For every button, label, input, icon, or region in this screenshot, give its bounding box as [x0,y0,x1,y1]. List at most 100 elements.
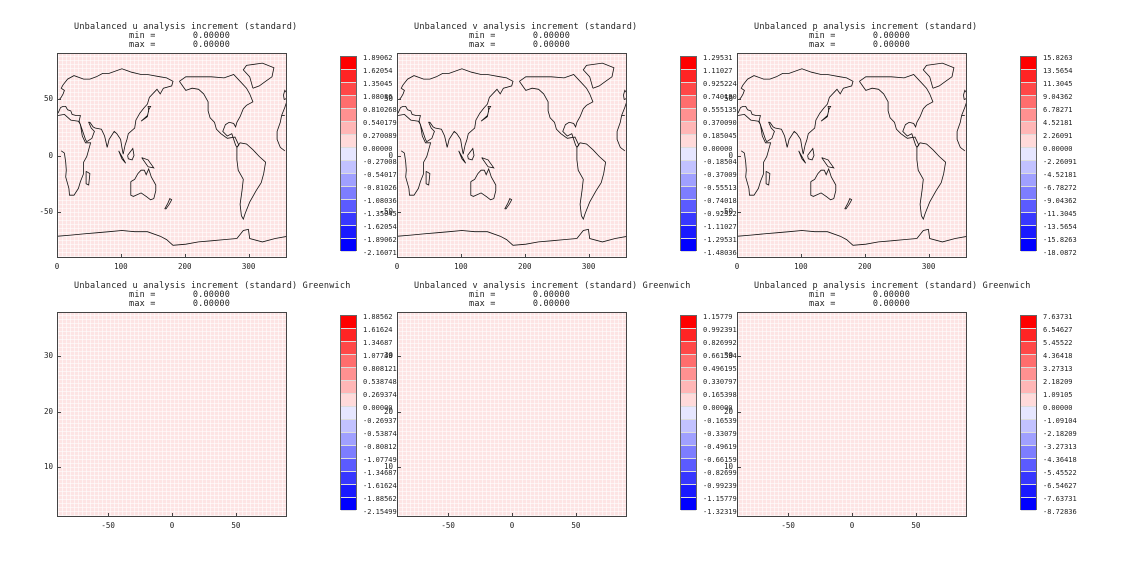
colorbar [1020,56,1037,252]
colorbar-tick-label: 0.810268 [363,105,397,114]
coastline-segment [242,62,275,89]
colorbar-swatch [1021,446,1036,459]
colorbar-tick-label: -11.3045 [1043,209,1077,218]
colorbar-swatch [681,394,696,407]
y-tick-label: 50 [43,93,53,103]
colorbar-tick-label: -0.808121 [363,442,401,451]
colorbar-tick-label: -5.45522 [1043,468,1077,477]
x-tick-label: 50 [231,521,241,530]
coastline-segment [821,157,835,169]
colorbar-swatch [1021,96,1036,109]
x-tick-mark [575,513,577,517]
coastline-segment [236,142,267,221]
colorbar-tick-label: -0.992391 [703,481,741,490]
colorbar-tick-label: -4.52181 [1043,170,1077,179]
colorbar-swatch [1021,200,1036,213]
colorbar-tick-label: 1.29531 [703,53,733,62]
x-tick-mark [800,254,802,258]
max-value: 0.00000 [872,299,911,309]
y-tick-label: -50 [719,207,733,217]
min-stat: min = 0.00000 [469,31,570,41]
colorbar-tick-label: -0.496195 [703,442,741,451]
colorbar-tick-label: -1.89062 [363,235,397,244]
y-tick-label: 30 [43,351,53,361]
colorbar-tick-label: -2.16071 [363,248,397,257]
colorbar-tick-label: -1.35045 [363,209,397,218]
colorbar-swatch [341,394,356,407]
colorbar-tick-label: 0.00000 [363,403,393,412]
colorbar-tick-label: 1.88562 [363,312,393,321]
coastline-segment [481,157,495,169]
x-tick-mark [524,254,526,258]
colorbar-tick-label: 4.36418 [1043,351,1073,360]
coastline-segment [283,89,286,100]
colorbar-tick-label: 6.54627 [1043,325,1073,334]
colorbar-swatch [1021,109,1036,122]
colorbar-swatch [1021,57,1036,70]
colorbar-swatch [341,187,356,200]
max-stat: max = 0.00000 [129,299,230,309]
colorbar-swatch [341,109,356,122]
colorbar-tick-label: 1.11027 [703,66,733,75]
colorbar-tick-label: 4.52181 [1043,118,1073,127]
max-label: max = [469,40,496,50]
x-tick-label: 0 [169,521,175,530]
min-stat: min = 0.00000 [129,290,230,300]
colorbar-swatch [341,148,356,161]
colorbar-swatch [341,381,356,394]
colorbar-swatch [341,135,356,148]
colorbar-swatch [681,342,696,355]
colorbar-swatch [1021,498,1036,511]
y-tick-mark [397,467,401,469]
colorbar-tick-label: 1.07749 [363,351,393,360]
colorbar-tick-label: 1.09105 [1043,390,1073,399]
x-tick-label: 0 [394,262,400,271]
colorbar-tick-label: 1.62054 [363,66,393,75]
grid-cells [738,54,966,257]
colorbar-tick-label: 6.78271 [1043,105,1073,114]
max-stat: max = 0.00000 [469,40,570,50]
colorbar-tick-label: -0.810268 [363,183,401,192]
colorbar-swatch [681,70,696,83]
colorbar [340,315,357,511]
colorbar-swatch [341,213,356,226]
colorbar-tick-label: 11.3045 [1043,79,1073,88]
y-tick-label: 30 [383,351,393,361]
min-value: 0.00000 [532,290,571,300]
colorbar-tick-label: -15.8263 [1043,235,1077,244]
y-tick-mark [397,356,401,358]
x-tick-label: 50 [911,521,921,530]
colorbar-swatch [1021,213,1036,226]
colorbar-tick-label: 0.925224 [703,79,737,88]
coastline-segment [922,62,955,89]
coastline-segment [179,74,254,149]
x-tick-label: 200 [857,262,872,271]
min-label: min = [129,290,156,300]
colorbar-swatch [1021,70,1036,83]
colorbar-swatch [1021,83,1036,96]
coastline-segment [738,228,966,246]
coastline-segment [58,228,286,246]
coastline-segment [616,115,626,152]
coastline-segment [956,115,966,152]
colorbar-tick-label: 1.08036 [363,92,393,101]
colorbar-tick-label: 0.540179 [363,118,397,127]
coastline-segment [844,198,853,210]
colorbar-tick-label: -0.740180 [703,196,741,205]
colorbar-tick-label: 0.165398 [703,390,737,399]
x-tick-label: 0 [734,262,740,271]
x-tick-mark [588,254,590,258]
coastline-segment [58,113,92,196]
y-tick-label: 0 [728,150,733,160]
x-tick-mark [172,513,173,517]
coastline-map [738,62,966,246]
max-stat: max = 0.00000 [129,40,230,50]
colorbar-swatch [681,433,696,446]
x-tick-mark [512,513,513,517]
colorbar-swatch [341,433,356,446]
colorbar-tick-label: 9.04362 [1043,92,1073,101]
colorbar-tick-label: 0.538748 [363,377,397,386]
coastline-segment [916,142,947,221]
colorbar-swatch [681,174,696,187]
colorbar-tick-label: 0.555135 [703,105,737,114]
